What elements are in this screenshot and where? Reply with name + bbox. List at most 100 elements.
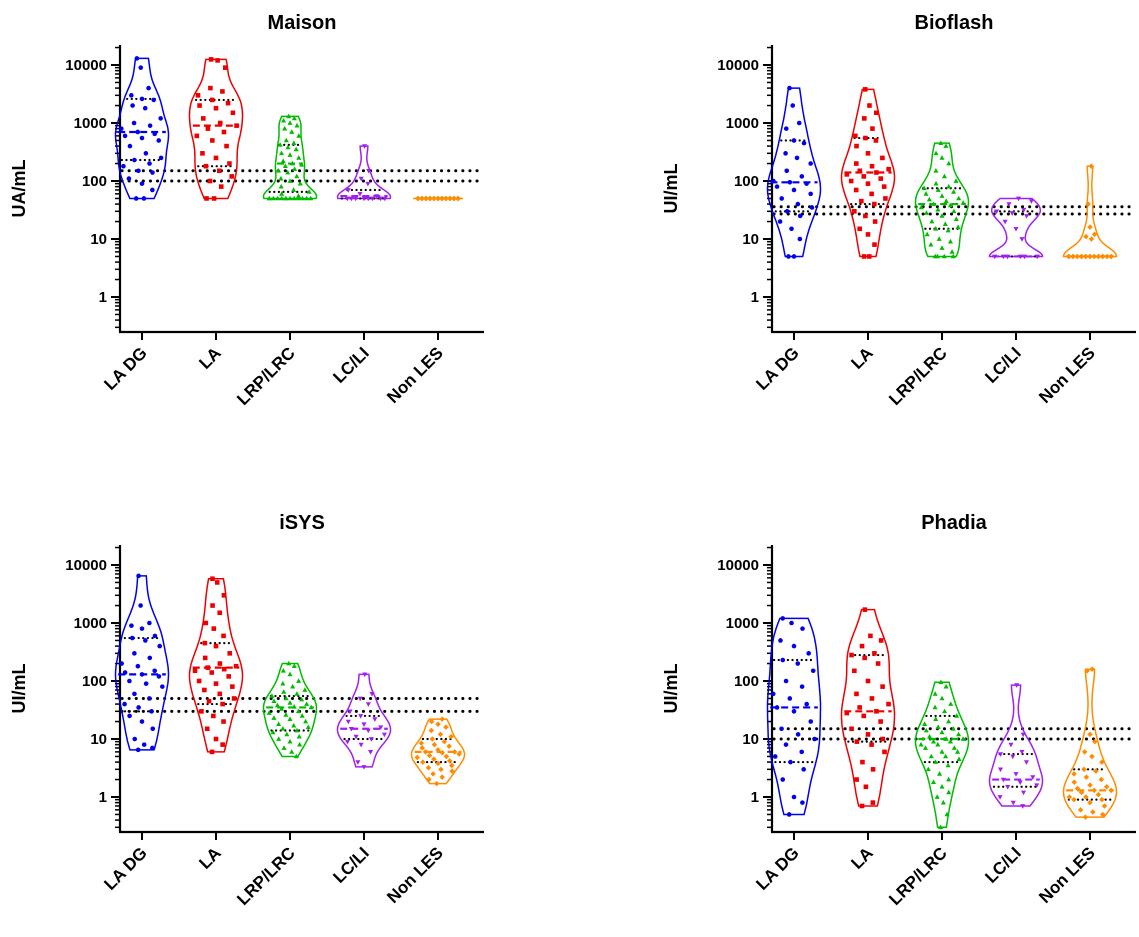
data-point [1019,750,1025,755]
data-point [231,696,237,701]
violin-lrp-lrc [914,140,970,259]
data-point [960,736,966,741]
data-point [1066,794,1073,800]
data-point [280,680,286,686]
data-point [994,209,1000,215]
data-point [285,144,291,150]
data-point [1089,666,1095,672]
data-point [437,731,444,738]
data-point [345,188,351,193]
data-point [780,657,786,663]
data-point [415,195,421,202]
data-point [196,678,202,684]
data-point [1082,814,1089,820]
x-tick-label-la-dg: LA DG [752,843,802,893]
data-point [946,776,952,782]
data-point [852,209,857,214]
data-point [808,719,814,724]
data-point [951,208,957,214]
data-point [135,747,141,753]
data-point [443,753,450,760]
chart-panel-isys: iSYS UI/mL 10000 1000 100 10 1 LA DG LA LRP/LRC LC… [0,500,487,937]
data-point [778,638,783,643]
data-point [791,187,797,193]
data-point [296,733,302,739]
data-point [428,727,435,734]
data-point [862,87,868,92]
data-point [270,729,276,735]
data-point [862,607,868,612]
data-point [770,691,776,697]
data-point [1014,683,1020,688]
violin-la [840,87,896,259]
data-point [211,626,217,631]
data-point [946,160,952,166]
data-point [853,133,858,139]
data-point [854,777,859,782]
data-point [1034,783,1040,788]
x-tick-label-la-dg: LA DG [100,343,150,393]
data-point [853,187,859,193]
violin-non-les [413,195,463,202]
data-point [844,172,850,177]
data-point [928,241,934,247]
data-point [287,671,293,677]
x-tick-label-lrp-lrc: LRP/LRC [885,843,951,909]
data-point [147,655,153,661]
data-point [381,732,387,738]
data-point [221,719,226,724]
data-point [998,752,1004,757]
data-point [783,151,788,156]
data-point [939,155,945,160]
data-point [925,766,931,772]
data-point [431,741,438,748]
data-point [358,714,364,719]
data-point [795,661,801,666]
data-point [446,743,452,750]
data-point [221,129,227,135]
data-point [930,738,937,744]
data-point [287,738,293,744]
data-point [1092,738,1098,745]
data-point [344,196,350,202]
data-point [1095,791,1102,798]
data-point [132,736,138,742]
data-point [122,670,128,675]
data-point [227,161,232,166]
data-point [1099,796,1105,803]
data-point [292,166,298,172]
data-point [420,759,426,765]
data-point [931,779,937,785]
data-point [138,603,143,608]
data-point [1091,787,1097,794]
violin-la [188,57,244,201]
data-point [791,794,797,800]
data-point [1087,731,1093,738]
data-point [933,168,939,173]
data-point [953,216,959,221]
data-point [418,740,425,746]
data-point [119,661,124,666]
data-point [361,722,367,727]
data-point [956,756,962,761]
data-point [939,749,945,754]
data-point [1087,782,1093,788]
data-point [1013,772,1019,777]
data-point [451,749,458,755]
data-point [291,140,297,145]
data-point [435,760,441,767]
data-point [941,253,947,259]
data-point [799,684,805,689]
data-point [857,705,862,710]
y-tick-label: 100 [82,673,107,690]
data-point [293,146,299,152]
data-point [286,113,292,119]
data-point [142,105,148,111]
data-point [139,719,145,724]
data-point [274,702,280,708]
data-point [138,65,144,70]
data-point [361,196,367,202]
data-point [935,187,941,192]
data-point [200,116,206,121]
data-point [278,706,285,711]
